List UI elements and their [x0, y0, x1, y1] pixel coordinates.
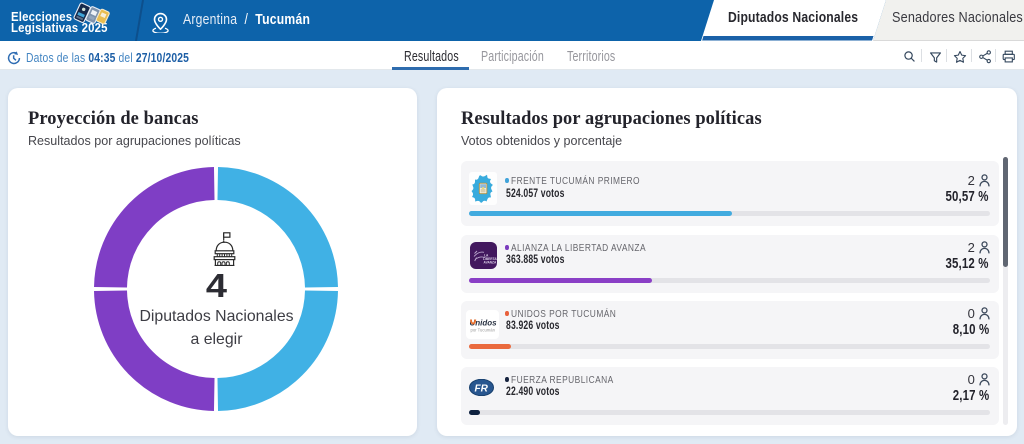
- svg-text:por Tucumán: por Tucumán: [470, 328, 495, 333]
- svg-text:LIBERTAD: LIBERTAD: [483, 257, 497, 261]
- svg-text:AVANZA: AVANZA: [483, 261, 497, 265]
- svg-text:Unidos: Unidos: [469, 319, 497, 328]
- svg-text:FR: FR: [475, 384, 489, 395]
- svg-text:LA: LA: [484, 254, 489, 258]
